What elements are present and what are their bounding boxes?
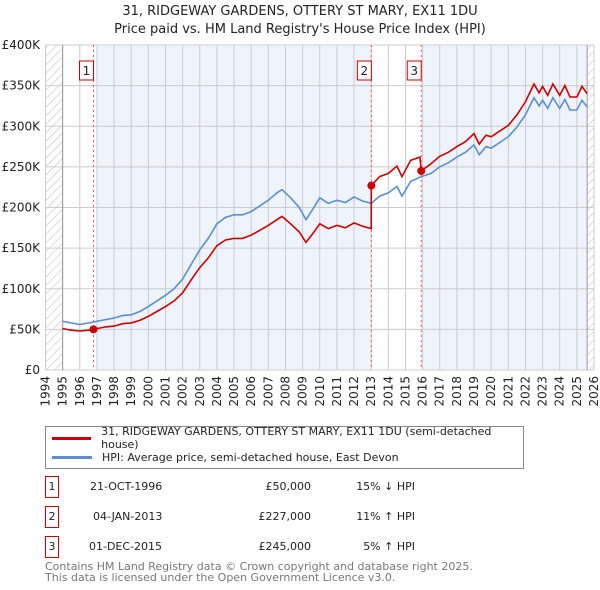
y-tick-label: £350K (2, 79, 42, 93)
x-tick-label: 2020 (484, 376, 498, 407)
sale-date: 21-OCT-1996 (90, 480, 163, 493)
legend-swatch-hpi (52, 455, 92, 459)
sale-marker-label: 1 (45, 476, 59, 498)
x-tick-label: 1999 (124, 376, 138, 407)
x-tick-label: 1995 (56, 376, 70, 407)
x-tick-label: 2024 (553, 376, 567, 407)
sale-price: £245,000 (258, 540, 312, 553)
sale-price: £50,000 (265, 480, 312, 493)
price-chart: 1994 1995 1996 1997 1998 1999 2000 2001 2002 2003… (2, 38, 600, 407)
y-tick-label: £0 (25, 363, 40, 377)
hpi-line (62, 96, 588, 326)
x-tick-label: 2001 (158, 376, 172, 407)
x-tick-label: 2004 (210, 376, 224, 407)
legend-swatch-property (52, 436, 92, 440)
sale-marker-label: 3 (410, 64, 418, 78)
x-tick-label: 2026 (587, 376, 600, 407)
x-tick-label: 2003 (193, 376, 207, 407)
sale-row: 1 21-OCT-1996 £50,000 15% ↓ HPI (45, 476, 445, 498)
x-tick-label: 1996 (73, 376, 87, 407)
y-tick-label: £400K (2, 38, 42, 52)
legend-label-hpi: HPI: Average price, semi-detached house,… (102, 450, 399, 464)
sale-marker-label: 1 (83, 64, 91, 78)
x-tick-label: 2021 (501, 376, 515, 407)
sale-marker-box (406, 60, 422, 81)
sale-date: 04-JAN-2013 (93, 510, 163, 523)
sale-marker-label: 2 (361, 64, 369, 78)
x-tick-label: 2017 (433, 376, 447, 407)
chart-subtitle: Price paid vs. HM Land Registry's House … (114, 22, 486, 37)
x-tick-label: 2013 (364, 376, 378, 407)
x-tick-label: 2016 (416, 376, 430, 407)
x-tick-label: 2010 (313, 376, 327, 407)
sale-hpi-diff: 11% ↑ HPI (356, 510, 415, 523)
property-price-line (62, 82, 588, 332)
sale-row: 2 04-JAN-2013 £227,000 11% ↑ HPI (45, 506, 445, 528)
sale-row: 3 01-DEC-2015 £245,000 5% ↑ HPI (45, 536, 445, 558)
sale-marker-box (78, 60, 94, 81)
sale-point (89, 325, 98, 334)
x-tick-label: 2002 (176, 376, 190, 407)
x-tick-label: 1994 (39, 376, 53, 407)
sale-marker-label: 3 (45, 536, 59, 558)
x-tick-label: 2023 (536, 376, 550, 407)
sale-marker-box (356, 60, 372, 81)
x-tick-label: 2011 (330, 376, 344, 407)
x-tick-label: 2012 (347, 376, 361, 407)
sale-hpi-diff: 15% ↓ HPI (356, 480, 415, 493)
y-tick-label: £100K (2, 282, 42, 296)
x-tick-label: 1998 (107, 376, 121, 407)
sale-point (417, 166, 426, 175)
x-tick-label: 1997 (90, 376, 104, 407)
x-tick-label: 2008 (278, 376, 292, 407)
x-tick-label: 2005 (227, 376, 241, 407)
x-tick-label: 2000 (141, 376, 155, 407)
x-tick-label: 2007 (261, 376, 275, 407)
y-tick-label: £250K (2, 160, 42, 174)
sale-point (367, 181, 376, 190)
footer-copyright: Contains HM Land Registry data © Crown c… (45, 560, 473, 573)
x-tick-label: 2006 (244, 376, 258, 407)
legend-label-property: 31, RIDGEWAY GARDENS, OTTERY ST MARY, EX… (101, 425, 492, 451)
sale-marker-label: 2 (45, 506, 59, 528)
x-tick-label: 2014 (381, 376, 395, 407)
x-tick-label: 2022 (518, 376, 532, 407)
x-tick-label: 2019 (467, 376, 481, 407)
y-tick-label: £150K (2, 241, 42, 255)
sale-hpi-diff: 5% ↑ HPI (363, 540, 415, 553)
sale-price: £227,000 (258, 510, 312, 523)
legend: 31, RIDGEWAY GARDENS, OTTERY ST MARY, EX… (45, 425, 524, 469)
x-tick-label: 2018 (450, 376, 464, 407)
y-tick-label: £200K (2, 201, 42, 215)
x-tick-label: 2025 (570, 376, 584, 407)
footer-licence: This data is licensed under the Open Gov… (45, 571, 396, 584)
chart-title: 31, RIDGEWAY GARDENS, OTTERY ST MARY, EX… (122, 4, 478, 19)
y-tick-label: £50K (9, 322, 41, 336)
x-tick-label: 2009 (296, 376, 310, 407)
sale-date: 01-DEC-2015 (89, 540, 163, 553)
x-tick-label: 2015 (398, 376, 412, 407)
y-tick-label: £300K (2, 119, 42, 133)
